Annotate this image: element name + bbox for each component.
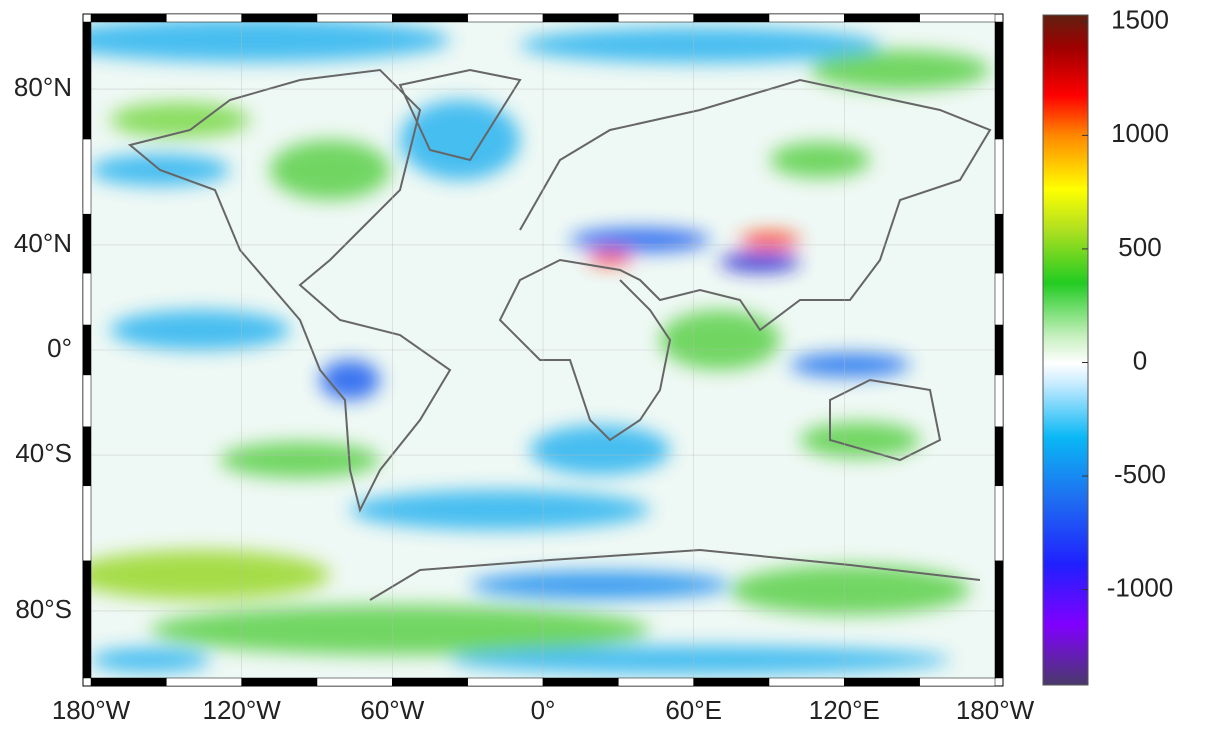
axis-labels: 180°W 120°W 60°W 0° 60°E 120°E 180°W 80°S 40°S 0°… (14, 72, 1035, 725)
frame-segment (844, 13, 920, 23)
map-frame (82, 13, 1004, 687)
frame-segment (82, 560, 92, 679)
frame-segment (693, 13, 770, 23)
frame-segment (82, 485, 92, 562)
frame-segment (90, 677, 167, 687)
frame-segment (316, 13, 393, 23)
colorbar-tick-label: 0 (1133, 345, 1147, 375)
frame-segment (82, 213, 92, 274)
frame-segment (994, 213, 1004, 274)
frame-segment (994, 485, 1004, 562)
frame-segment (768, 13, 845, 23)
frame-segment (919, 677, 996, 687)
frame-segment (994, 426, 1004, 487)
frame-segment (166, 13, 242, 23)
frame-segment (316, 677, 393, 687)
colorbar-tick-label: -1000 (1107, 572, 1174, 602)
frame-segment (467, 13, 544, 23)
frame-segment (994, 560, 1004, 679)
colorbar-tick-label: 1500 (1111, 5, 1169, 35)
frame-segment (844, 677, 920, 687)
colorbar-tick-label: 500 (1118, 232, 1161, 262)
frame-segment (241, 13, 318, 23)
frame-segment (82, 426, 92, 487)
y-tick-label: 40°S (15, 438, 72, 468)
frame-segment (542, 677, 619, 687)
frame-segment (241, 677, 318, 687)
colorbar-ticks: -1000 -500 0 500 1000 1500 (1082, 5, 1174, 602)
colorbar-tick-label: 1000 (1111, 118, 1169, 148)
frame-segment (82, 324, 92, 376)
frame-segment (919, 13, 996, 23)
frame-segment (542, 13, 619, 23)
frame-segment (994, 324, 1004, 376)
frame-segment (82, 374, 92, 428)
frame-segment (82, 21, 92, 140)
frame-segment (693, 677, 770, 687)
frame-segment (994, 138, 1004, 215)
y-tick-label: 0° (47, 333, 72, 363)
colorbar-tick-label: -500 (1114, 459, 1166, 489)
frame-segment (392, 677, 468, 687)
x-tick-label: 180°W (52, 695, 131, 725)
frame-segment (166, 677, 242, 687)
y-tick-label: 80°N (14, 72, 72, 102)
frame-segment (994, 374, 1004, 428)
data-field (91, 22, 995, 678)
frame-segment (467, 677, 544, 687)
y-tick-label: 80°S (15, 594, 72, 624)
frame-segment (768, 677, 845, 687)
x-tick-label: 60°E (665, 695, 722, 725)
grid (90, 22, 996, 678)
frame-segment (994, 272, 1004, 326)
colorbar (1042, 14, 1089, 686)
frame-segment (82, 272, 92, 326)
frame-segment (618, 13, 694, 23)
frame-segment (90, 13, 167, 23)
y-tick-label: 40°N (14, 228, 72, 258)
x-tick-label: 180°W (956, 695, 1035, 725)
x-tick-label: 60°W (360, 695, 424, 725)
x-tick-label: 120°E (809, 695, 880, 725)
frame-segment (82, 138, 92, 215)
x-tick-label: 0° (531, 695, 556, 725)
frame-segment (994, 21, 1004, 140)
x-tick-label: 120°W (203, 695, 282, 725)
frame-segment (618, 677, 694, 687)
frame-segment (392, 13, 468, 23)
